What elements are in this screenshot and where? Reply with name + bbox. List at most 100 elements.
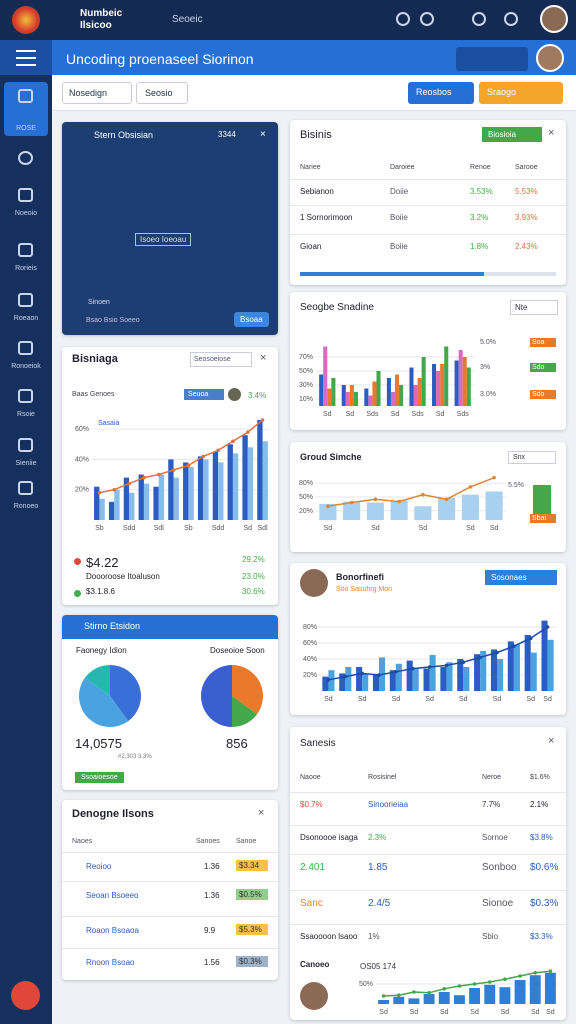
bar — [247, 447, 254, 520]
column-header: Renoe — [470, 164, 491, 171]
bar — [362, 673, 369, 691]
panel-title: Seogbe Snadine — [300, 302, 374, 313]
nav-label[interactable]: Ronoeiok — [11, 363, 41, 370]
green-button[interactable]: Biosioia — [482, 127, 542, 142]
row-name: Roaon Bsoaoa — [86, 926, 139, 935]
cell: Sornoe — [482, 833, 508, 842]
bar — [376, 371, 381, 406]
row-line — [62, 948, 278, 949]
nav-label[interactable]: ROSE — [16, 125, 36, 132]
bar — [183, 462, 189, 520]
chart: 20% 50% 80% Sd Sd Sd Sd Sd — [299, 475, 506, 532]
bar — [409, 367, 414, 406]
nav-icon[interactable] — [18, 243, 33, 257]
cell: 2.43% — [515, 242, 538, 251]
bar — [466, 367, 471, 406]
y-tick-label: 40% — [75, 456, 89, 463]
cell: Boiie — [390, 242, 408, 251]
bar — [108, 501, 115, 520]
nav-icon[interactable] — [18, 389, 33, 403]
nav-label[interactable]: Noeoio — [14, 210, 38, 217]
x-tick-label: Sd — [371, 525, 380, 532]
bar — [218, 462, 224, 520]
fab[interactable] — [11, 981, 40, 1010]
nav-icon[interactable] — [18, 151, 33, 165]
dropdown[interactable]: Nosedign — [62, 82, 132, 104]
nav-label[interactable]: Roeaon — [13, 315, 39, 322]
bar — [529, 975, 541, 1004]
map-button[interactable]: Bsoaa — [234, 312, 269, 327]
nav-label[interactable]: Rsoie — [17, 411, 35, 418]
nav-icon[interactable] — [18, 438, 33, 452]
bar — [372, 381, 377, 406]
cell: 1.85 — [368, 862, 388, 873]
point — [495, 650, 499, 655]
bar — [390, 392, 395, 406]
point — [545, 625, 550, 629]
nav-selected[interactable] — [4, 82, 48, 136]
user-avatar[interactable] — [540, 5, 568, 33]
x-tick-label: Sd — [425, 696, 434, 703]
bar — [507, 641, 514, 691]
cell: Sbio — [482, 932, 499, 941]
point — [518, 974, 522, 978]
bar — [341, 385, 346, 406]
nav-icon[interactable] — [18, 188, 33, 202]
nav-label[interactable]: Sieniie — [15, 460, 37, 467]
row-line — [290, 205, 566, 206]
green-button[interactable]: Ssoaioesoe — [75, 772, 124, 783]
point — [381, 994, 386, 998]
bar — [345, 392, 350, 406]
point — [472, 982, 477, 986]
chart — [201, 665, 263, 727]
top-icon[interactable] — [472, 12, 486, 26]
point — [373, 497, 378, 502]
button[interactable]: Seosio — [136, 82, 188, 104]
close[interactable]: × — [258, 807, 265, 819]
avatar — [300, 569, 328, 597]
nav-label[interactable]: Ronoeo — [13, 503, 39, 510]
cell: 2.3% — [368, 833, 387, 842]
cell: Sinoorieiaa — [368, 800, 409, 809]
button[interactable]: Nte — [510, 300, 558, 315]
top-icon[interactable] — [396, 12, 410, 26]
close[interactable]: × — [548, 735, 555, 747]
primary-button[interactable]: Reosbos — [408, 82, 474, 104]
nav-icon[interactable] — [18, 481, 33, 495]
nav-icon[interactable] — [18, 89, 33, 103]
close[interactable]: × — [260, 352, 267, 364]
x-tick-label: Sdd — [123, 525, 136, 532]
header-avatar[interactable] — [536, 44, 564, 72]
point — [171, 468, 176, 472]
header-actions[interactable] — [456, 47, 528, 71]
primary-button[interactable]: Sosonaes — [485, 570, 557, 585]
point — [245, 430, 250, 434]
point — [360, 671, 364, 676]
bar — [436, 371, 441, 406]
search[interactable]: Seoeic — [172, 14, 203, 25]
close[interactable]: × — [260, 129, 266, 140]
bar — [454, 360, 459, 406]
top-icon[interactable] — [504, 12, 518, 26]
bar — [469, 988, 481, 1004]
top-icon[interactable] — [420, 12, 434, 26]
secondary-button[interactable]: Sraogo — [479, 82, 563, 104]
close[interactable]: × — [548, 127, 555, 139]
map-popup: Isoeo Ioeoau — [135, 233, 192, 246]
chart: 20% 40% 60% 80% Sd Sd Sd Sd Sd Sd Sd Sd — [303, 620, 556, 703]
nav-icon[interactable] — [18, 293, 33, 307]
point — [127, 481, 131, 486]
nav-icon[interactable] — [18, 341, 33, 355]
point — [468, 485, 473, 489]
pie-label: Doseoioe Soon — [210, 646, 265, 655]
bar — [343, 501, 361, 520]
side-bar — [533, 485, 551, 520]
row-line — [62, 916, 278, 917]
button[interactable]: Snx — [508, 451, 556, 464]
dropdown[interactable]: Seosoeiose — [190, 352, 252, 367]
nav-label[interactable]: Rorieis — [15, 265, 37, 272]
bar — [386, 378, 391, 406]
cell: Sionoe — [482, 898, 514, 909]
bar — [490, 649, 497, 691]
row-line — [290, 854, 566, 855]
